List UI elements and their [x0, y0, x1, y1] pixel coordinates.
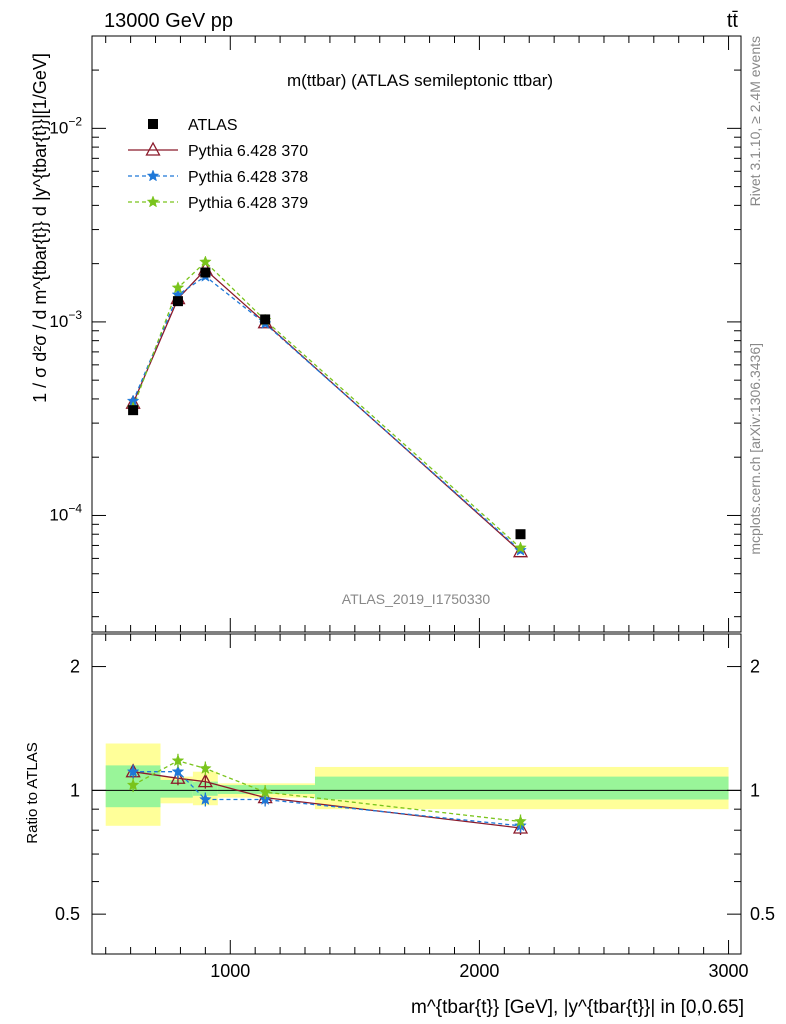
- ratio-series-point: [199, 792, 212, 805]
- ratio-series-point: [199, 761, 212, 774]
- main-plot-frame: [91, 35, 742, 633]
- atlas-data-point: [200, 267, 211, 278]
- mcplots-label: mcplots.cern.ch [arXiv:1306.3436]: [747, 343, 763, 555]
- ratio-y-tick-label-right: 1: [750, 780, 760, 800]
- ratio-band-inner: [314, 776, 729, 800]
- energy-label: 13000 GeV pp: [104, 10, 233, 32]
- ratio-series-point: [171, 765, 185, 778]
- ratio-y-tick-label-left: 1: [70, 780, 80, 800]
- main-series-point: [171, 281, 185, 294]
- main-series-line: [132, 275, 521, 551]
- x-tick-label: 1000: [210, 961, 250, 981]
- legend-entry: Pythia 6.428 379: [188, 195, 308, 212]
- main-y-tick-label: 10−2: [49, 114, 82, 137]
- ratio-y-tick-label-right: 2: [750, 657, 760, 677]
- atlas-data-point: [260, 314, 271, 325]
- legend-marker: [148, 119, 158, 129]
- legend: ATLAS Pythia 6.428 370 Pythia 6.428 378 Pyt…: [128, 117, 308, 212]
- ratio-band-inner: [160, 779, 193, 798]
- legend-marker: [145, 141, 161, 156]
- ratio-y-tick-label-left: 2: [70, 657, 80, 677]
- atlas-data-point: [128, 405, 139, 416]
- main-y-axis-label: 1 / σ d²σ / d m^{tbar{t}} d |y^{tbar{t}}…: [30, 53, 50, 403]
- ratio-series-point: [514, 814, 527, 827]
- x-axis-label: m^{tbar{t}} [GeV], |y^{tbar{t}}| in [0,0…: [411, 997, 744, 1018]
- ratio-y-tick-label-right: 0.5: [750, 904, 775, 924]
- main-y-tick-label: 10−3: [49, 308, 82, 331]
- ratio-series-point: [126, 765, 140, 778]
- ratio-series: [125, 753, 529, 835]
- x-tick-label: 3000: [709, 961, 749, 981]
- main-series-line: [132, 268, 521, 553]
- ratio-series-point: [512, 819, 529, 834]
- ratio-series-line: [133, 771, 521, 827]
- atlas-data-point: [515, 529, 526, 540]
- x-tick-label: 2000: [459, 961, 499, 981]
- legend-marker: [146, 195, 160, 208]
- main-series: [125, 255, 529, 558]
- rivet-label: Rivet 3.1.10, ≥ 2.4M events: [747, 36, 763, 206]
- ratio-series-point: [171, 754, 185, 767]
- main-series-point: [514, 541, 527, 554]
- legend-entry: Pythia 6.428 370: [188, 143, 308, 160]
- ratio-uncertainty-bands: [92, 743, 741, 826]
- ratio-y-axis-label: Ratio to ATLAS: [24, 742, 41, 843]
- ratio-plot-frame: [91, 633, 742, 955]
- ratio-axes: 0.5 0.5 1 1 2 2 1000 2000 3000: [55, 634, 775, 981]
- main-chart-title: m(ttbar) (ATLAS semileptonic ttbar): [287, 71, 553, 90]
- main-series-point: [199, 255, 212, 268]
- ratio-series-point: [258, 785, 272, 798]
- ratio-series-point: [170, 769, 186, 784]
- legend-entry: ATLAS: [188, 117, 238, 134]
- legend-entry: Pythia 6.428 378: [188, 169, 308, 186]
- main-axes: 10−4 10−3 10−2: [49, 35, 741, 632]
- ratio-series-point: [197, 773, 213, 788]
- analysis-label: ATLAS_2019_I1750330: [342, 591, 491, 607]
- ratio-y-tick-label-left: 0.5: [55, 904, 80, 924]
- process-label: tt̄: [727, 10, 739, 32]
- ratio-series-point: [126, 778, 140, 791]
- main-series-line: [132, 261, 521, 549]
- legend-marker: [146, 169, 160, 182]
- atlas-data-point: [172, 296, 183, 307]
- main-y-tick-label: 10−4: [49, 501, 82, 524]
